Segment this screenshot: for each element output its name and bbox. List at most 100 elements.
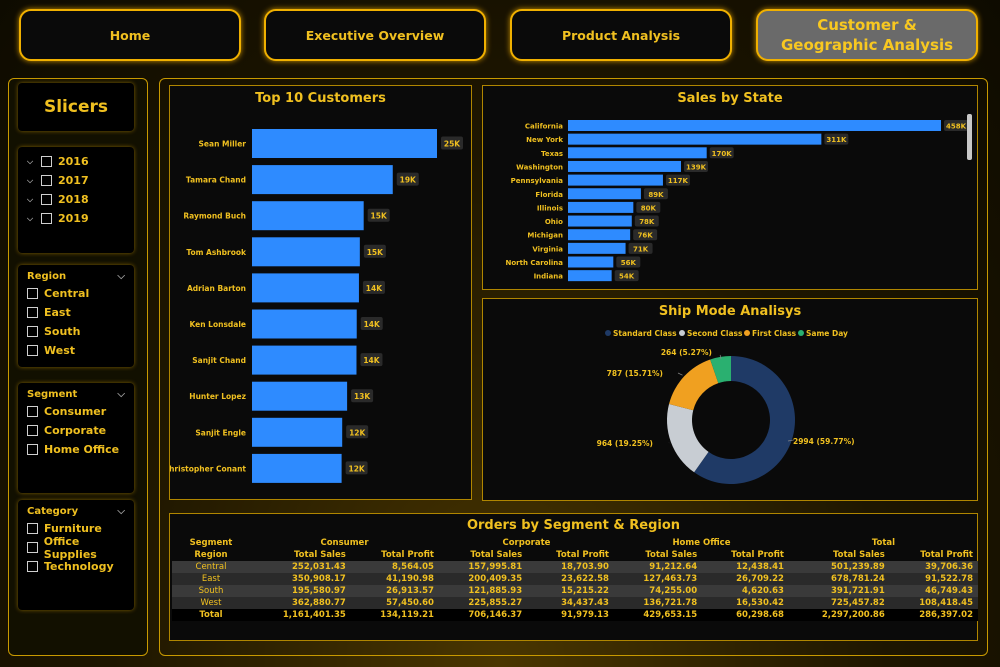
checkbox[interactable] <box>41 175 52 186</box>
nav-customer-geographic-button[interactable]: Customer & Geographic Analysis <box>756 9 978 61</box>
top-customers-panel: Top 10 Customers Sean Miller 25K Tamara Ch… <box>169 85 472 500</box>
data-label-bg <box>636 201 661 213</box>
slicer-option[interactable]: ⌵ 2016 <box>18 152 134 171</box>
slicer-option[interactable]: Technology <box>18 557 134 576</box>
state-bar[interactable] <box>568 188 641 200</box>
checkbox[interactable] <box>27 406 38 417</box>
customer-bar[interactable] <box>252 345 357 375</box>
row-region: South <box>198 586 224 596</box>
customer-bar[interactable] <box>252 417 343 447</box>
total-label: Total <box>199 610 223 620</box>
slicer-option[interactable]: Corporate <box>18 421 134 440</box>
customer-bar[interactable] <box>252 237 360 267</box>
slicer-option-label: West <box>44 344 76 357</box>
column-header: Total Sales <box>645 550 698 560</box>
slicer-option[interactable]: Home Office <box>18 440 134 459</box>
donut-slice[interactable] <box>669 359 719 411</box>
leader-line <box>677 372 683 376</box>
category-slicer: Category ⌵ Furniture Office Supplies Techno… <box>18 500 134 610</box>
column-header: Total Profit <box>731 550 784 560</box>
customer-bar[interactable] <box>252 309 357 339</box>
slice-label: 2994 (59.77%) <box>793 437 855 446</box>
state-bar[interactable] <box>568 147 707 159</box>
nav-home-button[interactable]: Home <box>19 9 241 61</box>
chevron-down-icon[interactable]: ⌵ <box>117 271 125 282</box>
checkbox[interactable] <box>41 213 52 224</box>
customer-bar[interactable] <box>252 201 364 231</box>
checkbox[interactable] <box>41 156 52 167</box>
nav-executive-overview-button[interactable]: Executive Overview <box>264 9 486 61</box>
state-bar[interactable] <box>568 201 634 213</box>
donut-slice[interactable] <box>710 356 731 384</box>
table-cell: 8,564.05 <box>392 562 434 572</box>
legend-label: Same Day <box>806 329 848 338</box>
customer-bar[interactable] <box>252 165 393 195</box>
donut-slice[interactable] <box>694 356 795 484</box>
chevron-down-icon[interactable]: ⌵ <box>27 175 34 185</box>
chevron-down-icon[interactable]: ⌵ <box>27 194 34 204</box>
slicer-option[interactable]: Central <box>18 284 134 303</box>
state-label: Virginia <box>532 245 563 253</box>
state-bar[interactable] <box>568 133 822 145</box>
checkbox[interactable] <box>27 307 38 318</box>
slicer-option[interactable]: Furniture <box>18 519 134 538</box>
checkbox[interactable] <box>27 326 38 337</box>
state-bar[interactable] <box>568 242 626 254</box>
checkbox[interactable] <box>27 345 38 356</box>
checkbox[interactable] <box>41 194 52 205</box>
slicer-option[interactable]: Consumer <box>18 402 134 421</box>
chevron-down-icon[interactable]: ⌵ <box>27 156 34 166</box>
chevron-down-icon[interactable]: ⌵ <box>117 506 125 517</box>
slicer-option-label: Technology <box>44 560 114 573</box>
slicer-option[interactable]: ⌵ 2019 <box>18 209 134 228</box>
scrollbar[interactable] <box>967 114 972 160</box>
slicer-option[interactable]: Office Supplies <box>18 535 134 561</box>
state-bar[interactable] <box>568 256 614 268</box>
checkbox[interactable] <box>27 444 38 455</box>
chevron-down-icon[interactable]: ⌵ <box>117 389 125 400</box>
checkbox[interactable] <box>27 561 38 572</box>
slicer-option[interactable]: West <box>18 341 134 360</box>
state-label: Illinois <box>537 204 563 212</box>
table-row[interactable]: Central 252,031.43 8,564.05 157,995.81 18,70… <box>172 561 978 573</box>
segment-header: Total <box>871 538 896 548</box>
slicer-option[interactable]: ⌵ 2017 <box>18 171 134 190</box>
customer-bar[interactable] <box>252 273 359 303</box>
table-row[interactable]: South 195,580.97 26,913.57 121,885.93 15,215… <box>172 585 978 597</box>
checkbox[interactable] <box>27 425 38 436</box>
customer-bar[interactable] <box>252 129 437 158</box>
table-cell: 252,031.43 <box>292 562 346 572</box>
data-label-bg <box>360 317 383 330</box>
data-label-bg <box>634 215 659 227</box>
state-bar[interactable] <box>568 174 663 186</box>
state-value-label: 80K <box>641 204 657 212</box>
state-bar[interactable] <box>568 229 631 241</box>
customer-value-label: 14K <box>364 320 381 329</box>
legend-label: Second Class <box>687 329 743 338</box>
state-bar[interactable] <box>568 120 941 131</box>
region-header-label: Region <box>194 550 228 560</box>
chevron-down-icon[interactable]: ⌵ <box>27 213 34 223</box>
total-cell: 286,397.02 <box>919 610 973 620</box>
customer-value-label: 14K <box>366 284 383 293</box>
state-bar[interactable] <box>568 215 632 227</box>
state-value-label: 56K <box>621 259 637 267</box>
total-cell: 429,653.15 <box>643 610 698 620</box>
donut-slice[interactable] <box>667 404 709 473</box>
customer-bar[interactable] <box>252 453 342 483</box>
nav-product-analysis-button[interactable]: Product Analysis <box>510 9 732 61</box>
state-bar[interactable] <box>568 270 612 282</box>
checkbox[interactable] <box>27 288 38 299</box>
customer-bar[interactable] <box>252 381 348 411</box>
slicer-option[interactable]: ⌵ 2018 <box>18 190 134 209</box>
data-label-bg <box>628 242 653 254</box>
state-bar[interactable] <box>568 160 681 172</box>
sales-by-state-panel: Sales by State California 458K New York 311… <box>482 85 978 290</box>
slicer-option[interactable]: East <box>18 303 134 322</box>
checkbox[interactable] <box>27 542 38 553</box>
slicer-option[interactable]: South <box>18 322 134 341</box>
checkbox[interactable] <box>27 523 38 534</box>
table-row[interactable]: East 350,908.17 41,190.98 200,409.35 23,622.… <box>172 573 978 585</box>
state-label: Pennsylvania <box>511 177 564 185</box>
table-row[interactable]: West 362,880.77 57,450.60 225,855.27 34,437.… <box>172 597 978 609</box>
